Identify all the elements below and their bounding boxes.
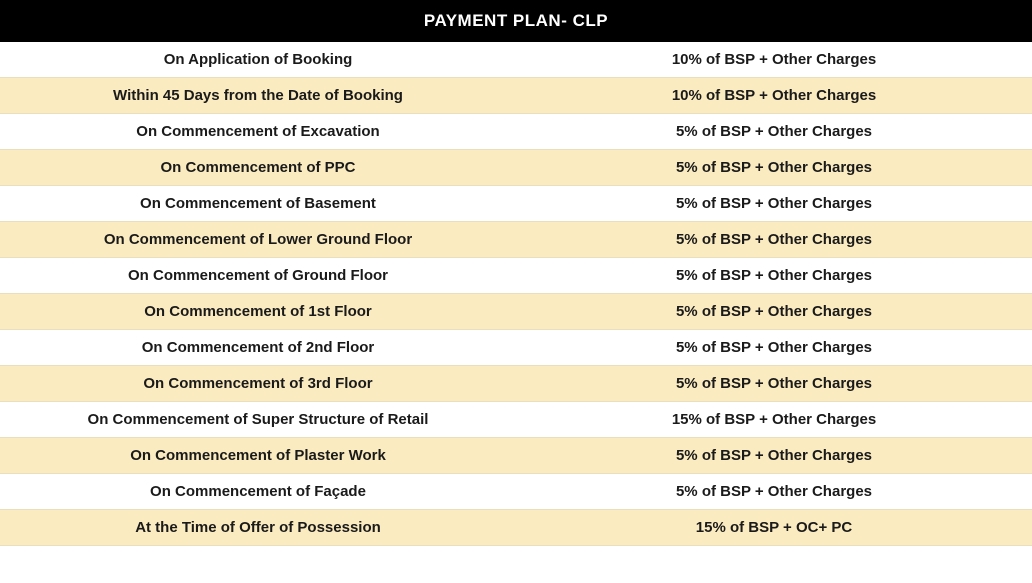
payment-cell: 5% of BSP + Other Charges	[516, 258, 1032, 293]
table-row: On Commencement of Super Structure of Re…	[0, 402, 1032, 438]
milestone-cell: On Commencement of Ground Floor	[0, 258, 516, 293]
payment-cell: 5% of BSP + Other Charges	[516, 114, 1032, 149]
milestone-cell: On Application of Booking	[0, 42, 516, 77]
milestone-cell: On Commencement of Basement	[0, 186, 516, 221]
table-row: At the Time of Offer of Possession15% of…	[0, 510, 1032, 546]
milestone-cell: On Commencement of 3rd Floor	[0, 366, 516, 401]
payment-cell: 5% of BSP + Other Charges	[516, 366, 1032, 401]
milestone-cell: On Commencement of PPC	[0, 150, 516, 185]
table-title: PAYMENT PLAN- CLP	[0, 0, 1032, 42]
milestone-cell: On Commencement of 1st Floor	[0, 294, 516, 329]
milestone-cell: On Commencement of Lower Ground Floor	[0, 222, 516, 257]
table-row: On Application of Booking10% of BSP + Ot…	[0, 42, 1032, 78]
milestone-cell: On Commencement of 2nd Floor	[0, 330, 516, 365]
table-row: On Commencement of Excavation5% of BSP +…	[0, 114, 1032, 150]
table-row: On Commencement of Basement5% of BSP + O…	[0, 186, 1032, 222]
payment-cell: 5% of BSP + Other Charges	[516, 222, 1032, 257]
milestone-cell: At the Time of Offer of Possession	[0, 510, 516, 545]
milestone-cell: On Commencement of Excavation	[0, 114, 516, 149]
payment-cell: 5% of BSP + Other Charges	[516, 438, 1032, 473]
milestone-cell: On Commencement of Super Structure of Re…	[0, 402, 516, 437]
table-row: Within 45 Days from the Date of Booking1…	[0, 78, 1032, 114]
table-row: On Commencement of Ground Floor5% of BSP…	[0, 258, 1032, 294]
payment-plan-table: PAYMENT PLAN- CLP On Application of Book…	[0, 0, 1032, 546]
payment-cell: 15% of BSP + OC+ PC	[516, 510, 1032, 545]
table-row: On Commencement of Façade5% of BSP + Oth…	[0, 474, 1032, 510]
milestone-cell: On Commencement of Plaster Work	[0, 438, 516, 473]
table-row: On Commencement of 1st Floor5% of BSP + …	[0, 294, 1032, 330]
table-row: On Commencement of Lower Ground Floor5% …	[0, 222, 1032, 258]
table-body: On Application of Booking10% of BSP + Ot…	[0, 42, 1032, 546]
payment-cell: 10% of BSP + Other Charges	[516, 42, 1032, 77]
table-row: On Commencement of PPC5% of BSP + Other …	[0, 150, 1032, 186]
table-row: On Commencement of 2nd Floor5% of BSP + …	[0, 330, 1032, 366]
milestone-cell: On Commencement of Façade	[0, 474, 516, 509]
payment-cell: 5% of BSP + Other Charges	[516, 330, 1032, 365]
milestone-cell: Within 45 Days from the Date of Booking	[0, 78, 516, 113]
payment-cell: 10% of BSP + Other Charges	[516, 78, 1032, 113]
table-row: On Commencement of 3rd Floor5% of BSP + …	[0, 366, 1032, 402]
payment-cell: 5% of BSP + Other Charges	[516, 474, 1032, 509]
payment-cell: 5% of BSP + Other Charges	[516, 186, 1032, 221]
table-row: On Commencement of Plaster Work5% of BSP…	[0, 438, 1032, 474]
payment-cell: 15% of BSP + Other Charges	[516, 402, 1032, 437]
payment-cell: 5% of BSP + Other Charges	[516, 150, 1032, 185]
payment-cell: 5% of BSP + Other Charges	[516, 294, 1032, 329]
